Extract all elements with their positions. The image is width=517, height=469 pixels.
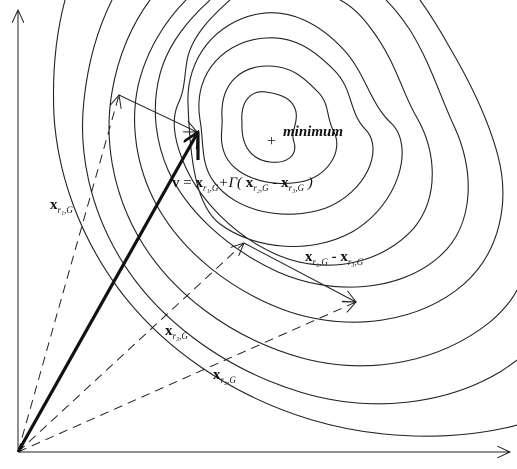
eq-plus-gamma: +Γ( [218, 175, 243, 191]
contour-5 [173, 0, 433, 266]
difference-label: xr₂,G - xr₃,G [305, 249, 364, 267]
xr1-symbol: x [50, 197, 58, 213]
diff-x3: x [340, 249, 348, 265]
difference-vector [243, 242, 356, 302]
xr2-subscript: r₂,G [220, 375, 236, 385]
eq-x1: x [195, 175, 203, 191]
scaled-difference-vector [118, 94, 197, 132]
label-x-r1: xr₁,G [50, 197, 73, 215]
contour-8 [108, 0, 517, 367]
eq-x3-subscript: r₃,G [288, 183, 305, 193]
axes [18, 10, 510, 452]
xr2-symbol: x [213, 367, 221, 383]
population-vectors [17, 95, 356, 453]
xr3-symbol: x [165, 323, 173, 339]
vector-x-r1 [17, 95, 119, 453]
vector-x-r2 [17, 302, 356, 453]
diff-x2: x [305, 249, 313, 265]
eq-x1-subscript: r₁,G [202, 183, 219, 193]
contour-innermost [241, 91, 297, 163]
diff-x3-subscript: r₃,G [347, 257, 364, 267]
xr1-subscript: r₁,G [57, 205, 73, 215]
equals-sign: = [183, 175, 192, 191]
label-x-r2: xr₂,G [213, 367, 236, 385]
contour-9 [81, 0, 517, 405]
minimum-plus-mark: + [267, 133, 277, 150]
diff-minus: - [331, 249, 337, 265]
contour-lines [52, 0, 517, 437]
label-x-r3: xr₃,G [165, 323, 188, 341]
eq-close-paren: ) [307, 175, 313, 191]
contour-6 [154, 0, 469, 288]
v-symbol: v [172, 175, 180, 191]
xr3-subscript: r₃,G [172, 331, 188, 341]
eq-x2: x [245, 175, 254, 191]
contour-3 [198, 37, 374, 215]
vector-x-r3 [17, 243, 244, 453]
contour-4 [187, 12, 403, 247]
contour-10 [52, 0, 517, 437]
v-equation: v = xr₁,G+Γ( xr₂,G - xr₃,G ) [172, 175, 313, 193]
mutant-vector-v [16, 132, 198, 453]
contour-2 [220, 65, 338, 185]
eq-minus: - [272, 175, 278, 191]
eq-x2-subscript: r₂,G [253, 183, 269, 193]
eq-x3: x [281, 175, 289, 191]
contour-7 [134, 0, 504, 323]
diff-x2-subscript: r₂,G [312, 257, 328, 267]
minimum-label: minimum [283, 124, 344, 140]
